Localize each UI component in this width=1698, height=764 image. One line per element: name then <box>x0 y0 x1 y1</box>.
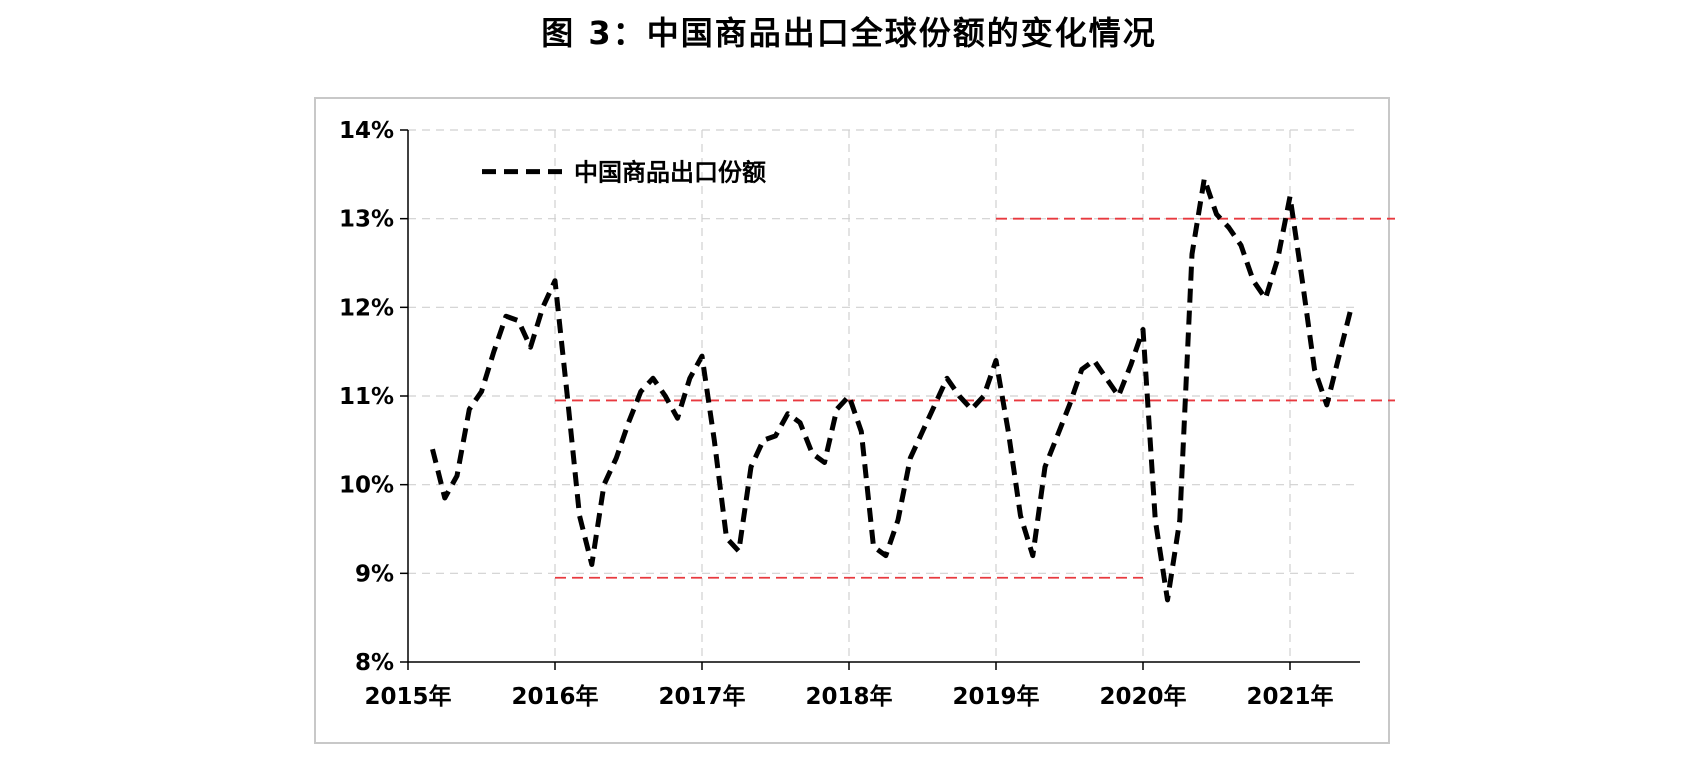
x-tick-label: 2015年 <box>364 683 451 710</box>
x-tick-label: 2018年 <box>805 683 892 710</box>
y-tick-label: 10% <box>339 473 394 499</box>
series-group <box>430 176 1354 603</box>
axes <box>400 129 1360 670</box>
reference-lines <box>555 217 1395 579</box>
y-tick-label: 11% <box>339 384 394 410</box>
series-line <box>430 176 1354 603</box>
y-tick-label: 9% <box>355 561 394 587</box>
x-tick-label: 2021年 <box>1246 683 1333 710</box>
x-tick-label: 2017年 <box>658 683 745 710</box>
legend-label: 中国商品出口份额 <box>574 159 766 187</box>
y-tick-label: 8% <box>355 650 394 676</box>
y-tick-label: 14% <box>339 118 394 144</box>
x-tick-label: 2020年 <box>1099 683 1186 710</box>
tick-labels: 8% 9% 10% 11% 12% 13% 14% 2015年 2016年 2017年 2018年 2… <box>339 118 1334 710</box>
y-tick-label: 13% <box>339 207 394 233</box>
chart-title: 图 3：中国商品出口全球份额的变化情况 <box>541 14 1157 52</box>
y-tick-label: 12% <box>339 295 394 321</box>
chart-frame <box>314 97 1390 744</box>
legend: 中国商品出口份额 <box>482 159 766 187</box>
x-tick-label: 2016年 <box>511 683 598 710</box>
x-tick-label: 2019年 <box>952 683 1039 710</box>
